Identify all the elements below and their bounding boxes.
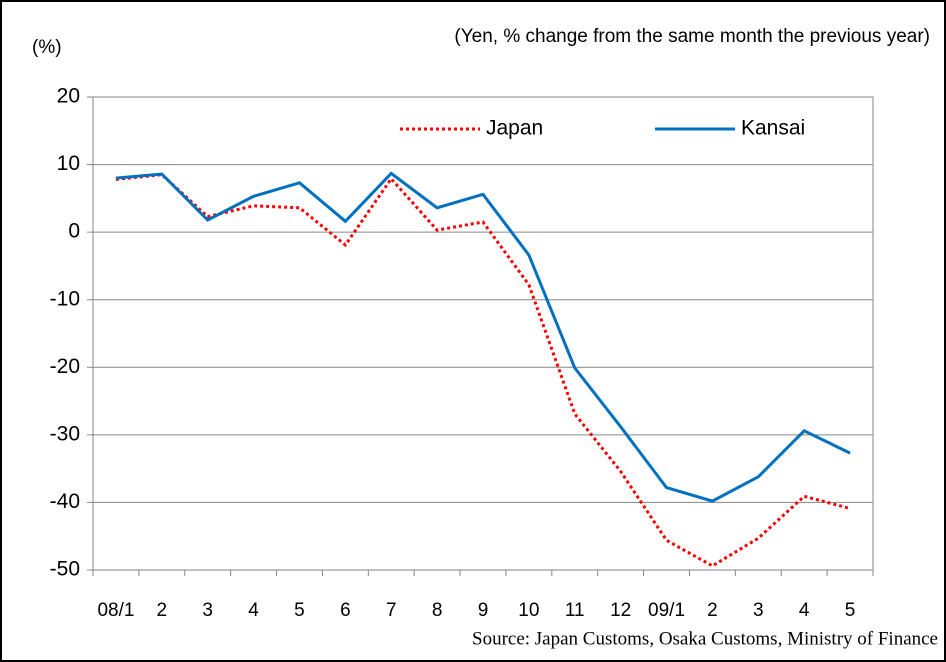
x-tick-label: 10 — [518, 600, 539, 621]
y-tick-label: -50 — [50, 558, 80, 581]
x-tick-label: 11 — [565, 600, 585, 621]
x-tick-label: 09/1 — [648, 600, 685, 621]
x-tick-label: 6 — [340, 600, 351, 621]
y-tick-label: 0 — [68, 220, 80, 243]
x-tick-label: 4 — [799, 600, 810, 621]
legend-label: Kansai — [741, 117, 805, 140]
series-line — [115, 171, 851, 503]
x-tick-label: 5 — [294, 600, 305, 621]
y-tick-label: -20 — [50, 355, 80, 378]
x-tick-label: 2 — [707, 600, 718, 621]
y-tick-label: -30 — [50, 422, 80, 445]
y-tick-label: 10 — [57, 152, 80, 175]
x-tick-label: 2 — [157, 600, 168, 621]
x-tick-label: 5 — [845, 600, 856, 621]
y-tick-label: -10 — [50, 287, 80, 310]
y-tick-label: -40 — [50, 490, 80, 513]
x-tick-label: 9 — [478, 600, 489, 621]
series-line — [115, 173, 851, 568]
legend-label: Japan — [486, 117, 543, 140]
x-tick-label: 8 — [432, 600, 443, 621]
y-tick-label: 20 — [57, 85, 80, 108]
y-axis-label: (%) — [32, 37, 62, 58]
x-tick-label: 3 — [753, 600, 764, 621]
x-tick-label: 08/1 — [97, 600, 134, 621]
x-tick-label: 3 — [202, 600, 213, 621]
x-tick-label: 7 — [386, 600, 397, 621]
x-tick-label: 4 — [248, 600, 259, 621]
x-tick-label: 12 — [610, 600, 631, 621]
source: Source: Japan Customs, Osaka Customs, Mi… — [472, 628, 938, 649]
subtitle: (Yen, % change from the same month the p… — [454, 26, 930, 47]
